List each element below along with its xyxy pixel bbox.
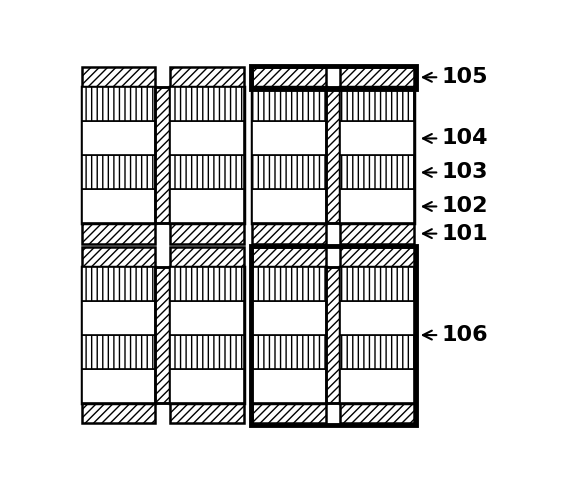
Bar (170, 224, 244, 244)
Bar (341, 121, 414, 156)
Bar (81, 87, 155, 224)
Bar (252, 87, 326, 224)
Bar (81, 87, 155, 121)
Bar (251, 246, 416, 425)
Bar (252, 67, 326, 87)
Bar (326, 267, 341, 403)
Bar (341, 189, 414, 224)
Bar (252, 403, 326, 423)
Bar (81, 156, 155, 189)
Bar (326, 87, 341, 224)
Bar (341, 267, 414, 403)
Bar (252, 121, 326, 156)
Bar (81, 335, 155, 369)
Bar (170, 267, 244, 301)
Bar (81, 121, 155, 156)
Bar (251, 66, 416, 89)
Bar (170, 87, 244, 224)
Bar (81, 247, 155, 267)
Bar (341, 224, 414, 244)
Bar (170, 121, 244, 156)
Bar (170, 369, 244, 403)
Text: 101: 101 (423, 224, 489, 243)
Bar (252, 267, 326, 301)
Bar (341, 335, 414, 369)
Bar (341, 67, 414, 87)
Bar (170, 267, 244, 403)
Bar (170, 247, 244, 267)
Bar (170, 67, 244, 87)
Text: 104: 104 (423, 128, 489, 148)
Text: 105: 105 (423, 67, 489, 87)
Bar (170, 156, 244, 189)
Bar (252, 267, 326, 403)
Text: 103: 103 (423, 162, 489, 183)
Bar (170, 301, 244, 335)
Bar (341, 247, 414, 267)
Bar (81, 189, 155, 224)
Bar (155, 267, 170, 403)
Bar (341, 403, 414, 423)
Bar (341, 369, 414, 403)
Bar (81, 369, 155, 403)
Bar (155, 87, 170, 224)
Bar (252, 335, 326, 369)
Bar (341, 267, 414, 301)
Bar (170, 403, 244, 423)
Bar (341, 156, 414, 189)
Bar (81, 267, 155, 403)
Bar (81, 267, 155, 301)
Bar (170, 335, 244, 369)
Bar (326, 267, 341, 403)
Bar (81, 67, 155, 87)
Bar (252, 87, 326, 121)
Bar (81, 403, 155, 423)
Text: 102: 102 (423, 197, 489, 216)
Bar (252, 156, 326, 189)
Bar (341, 87, 414, 224)
Bar (252, 301, 326, 335)
Bar (155, 267, 170, 403)
Bar (341, 301, 414, 335)
Text: 106: 106 (423, 325, 489, 345)
Bar (252, 369, 326, 403)
Bar (170, 189, 244, 224)
Bar (170, 87, 244, 121)
Bar (252, 224, 326, 244)
Bar (252, 189, 326, 224)
Bar (341, 87, 414, 121)
Bar (81, 301, 155, 335)
Bar (252, 247, 326, 267)
Bar (81, 224, 155, 244)
Bar (326, 87, 341, 224)
Bar (155, 87, 170, 224)
